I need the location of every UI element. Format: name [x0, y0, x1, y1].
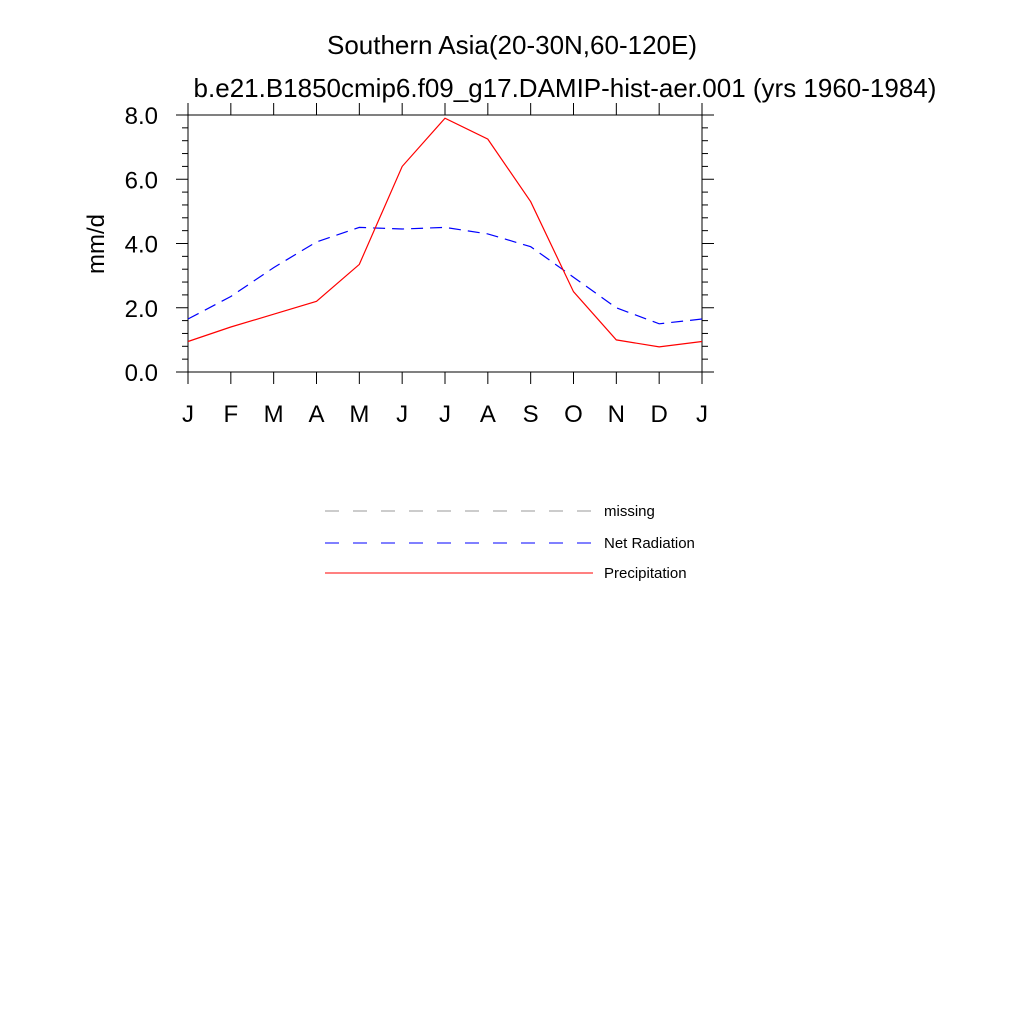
x-tick-label: O [564, 401, 583, 428]
chart-subtitle: b.e21.B1850cmip6.f09_g17.DAMIP-hist-aer.… [194, 73, 937, 103]
legend: missing Net Radiation Precipitation [325, 503, 695, 582]
x-tick-label: M [264, 401, 284, 428]
x-tick-label: M [349, 401, 369, 428]
y-tick-label: 4.0 [125, 232, 158, 259]
x-tick-label: F [223, 401, 238, 428]
x-tick-label: J [439, 401, 451, 428]
x-tick-label: D [650, 401, 667, 428]
y-axis-label: mm/d [83, 214, 110, 274]
x-tick-label: A [480, 401, 496, 428]
y-tick-label: 6.0 [125, 167, 158, 194]
plot-frame [187, 114, 703, 373]
chart-title: Southern Asia(20-30N,60-120E) [327, 30, 697, 60]
x-tick-label: S [523, 401, 539, 428]
y-tick-label: 2.0 [125, 296, 158, 323]
series-line-net-radiation [187, 226, 703, 325]
x-tick-label: N [608, 401, 625, 428]
x-tick-label: J [396, 401, 408, 428]
x-tick-label: A [308, 401, 324, 428]
legend-label: Net Radiation [604, 535, 695, 552]
y-ticks: 0.0 2.0 4.0 6.0 8.0 [125, 103, 714, 387]
x-tick-label: J [696, 401, 708, 428]
series-line-precipitation [187, 117, 703, 348]
series-lines [187, 117, 703, 348]
legend-label: missing [604, 503, 655, 520]
y-tick-label: 8.0 [125, 103, 158, 130]
legend-label: Precipitation [604, 565, 687, 582]
x-tick-label: J [182, 401, 194, 428]
y-tick-label: 0.0 [125, 360, 158, 387]
